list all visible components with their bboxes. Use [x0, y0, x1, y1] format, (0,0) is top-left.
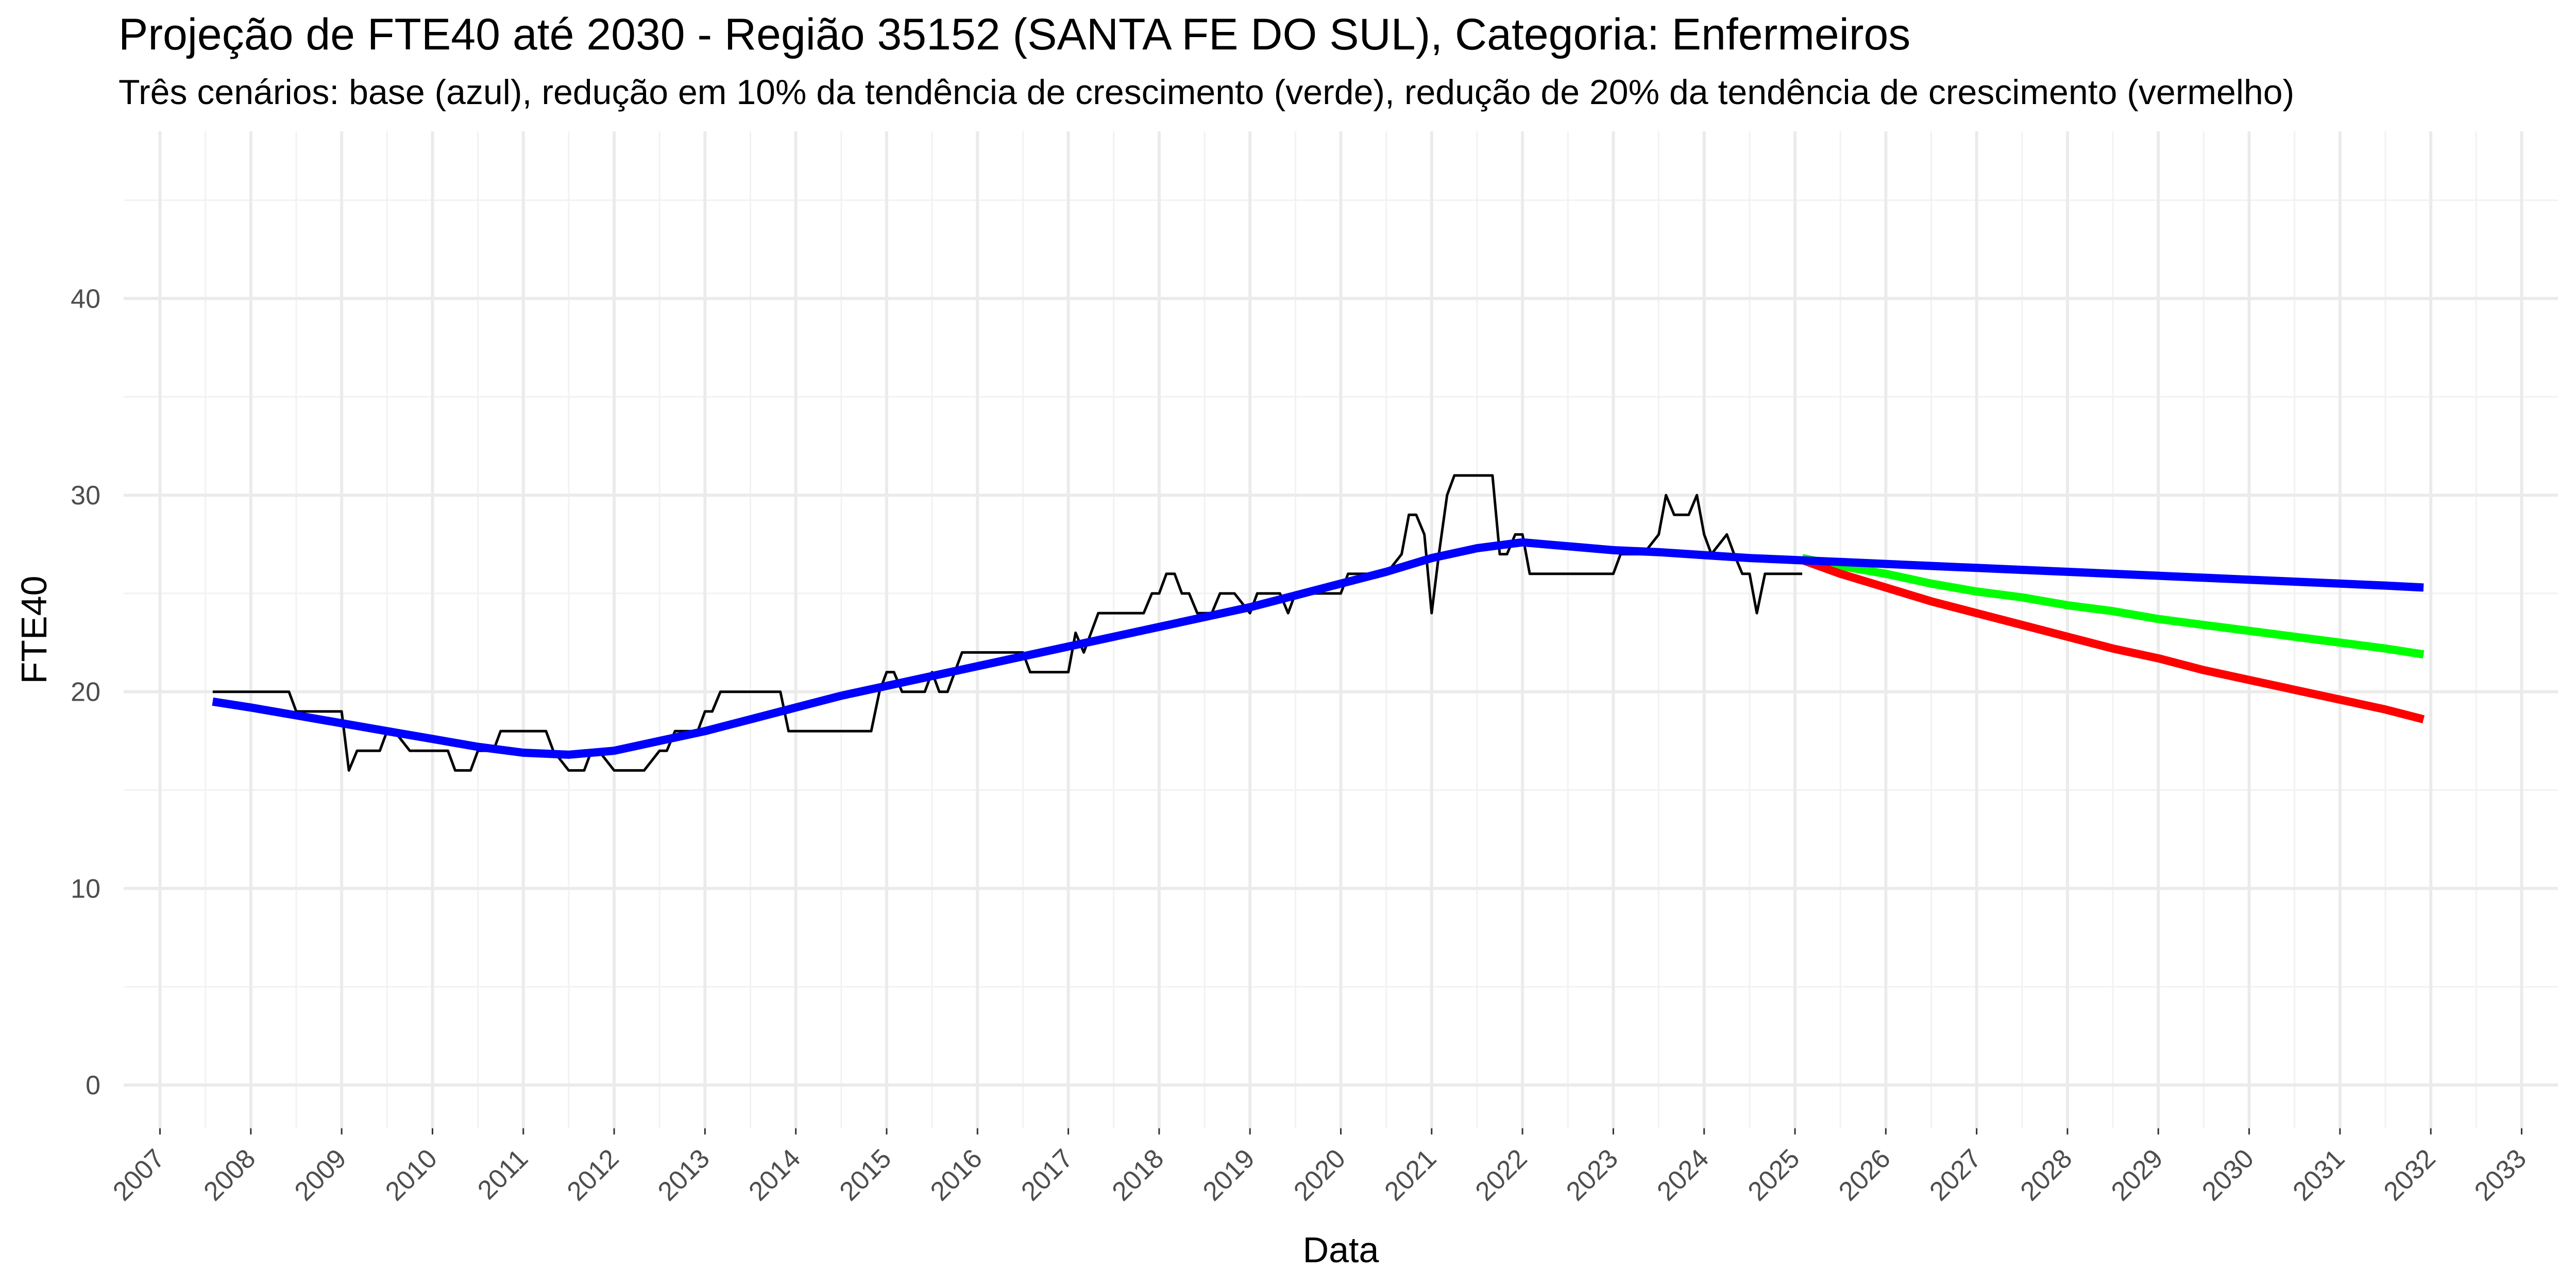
grid-major: [124, 131, 2558, 1128]
y-tick-label: 0: [86, 1071, 100, 1100]
y-axis-ticks: 0 10 20 30 40: [71, 284, 100, 1100]
x-tick-label: 2024: [1651, 1143, 1715, 1207]
chart-subtitle: Três cenários: base (azul), redução em 1…: [118, 73, 2295, 112]
series-lines: [212, 474, 2425, 772]
y-tick-label: 40: [71, 284, 100, 314]
x-tick-label: 2011: [472, 1143, 534, 1205]
observed-series-line: [212, 474, 1803, 772]
x-tick-label: 2026: [1833, 1143, 1896, 1207]
reduction-20-line: [1801, 556, 2425, 723]
x-tick-label: 2031: [2287, 1143, 2351, 1207]
y-tick-label: 10: [71, 874, 100, 904]
x-tick-label: 2008: [198, 1143, 261, 1207]
x-tick-label: 2020: [1288, 1143, 1351, 1207]
x-tick-label: 2030: [2196, 1143, 2260, 1207]
x-tick-label: 2027: [1924, 1143, 1987, 1207]
x-tick-label: 2016: [925, 1143, 988, 1207]
x-tick-label: 2021: [1379, 1143, 1442, 1207]
x-tick-label: 2019: [1197, 1143, 1261, 1207]
y-tick-label: 20: [71, 677, 100, 707]
x-tick-label: 2018: [1107, 1143, 1170, 1207]
x-tick-label: 2014: [743, 1143, 806, 1207]
x-tick-label: 2022: [1470, 1143, 1533, 1207]
x-tick-label: 2023: [1561, 1143, 1624, 1207]
x-tick-label: 2013: [652, 1143, 716, 1207]
chart-title: Projeção de FTE40 até 2030 - Região 3515…: [118, 10, 1911, 59]
x-tick-label: 2032: [2378, 1143, 2442, 1207]
x-tick-label: 2025: [1742, 1143, 1806, 1207]
x-tick-label: 2009: [289, 1143, 352, 1207]
x-tick-label: 2012: [562, 1143, 625, 1207]
x-axis-ticks: 2007 2008 2009 2010 2011 2012 2013 2014 2015 2016…: [107, 1128, 2532, 1207]
x-axis-title: Data: [1303, 1230, 1379, 1270]
x-tick-label: 2033: [2469, 1143, 2532, 1207]
x-tick-label: 2015: [834, 1143, 897, 1207]
x-tick-label: 2007: [107, 1143, 171, 1207]
base-scenario-line: [212, 538, 2424, 759]
x-tick-label: 2010: [380, 1143, 443, 1207]
x-tick-label: 2017: [1015, 1143, 1079, 1207]
x-tick-label: 2028: [2015, 1143, 2078, 1207]
y-tick-label: 30: [71, 481, 100, 511]
reduction-10-line: [1801, 554, 2425, 659]
y-axis-title: FTE40: [14, 575, 54, 684]
x-tick-label: 2029: [2106, 1143, 2169, 1207]
